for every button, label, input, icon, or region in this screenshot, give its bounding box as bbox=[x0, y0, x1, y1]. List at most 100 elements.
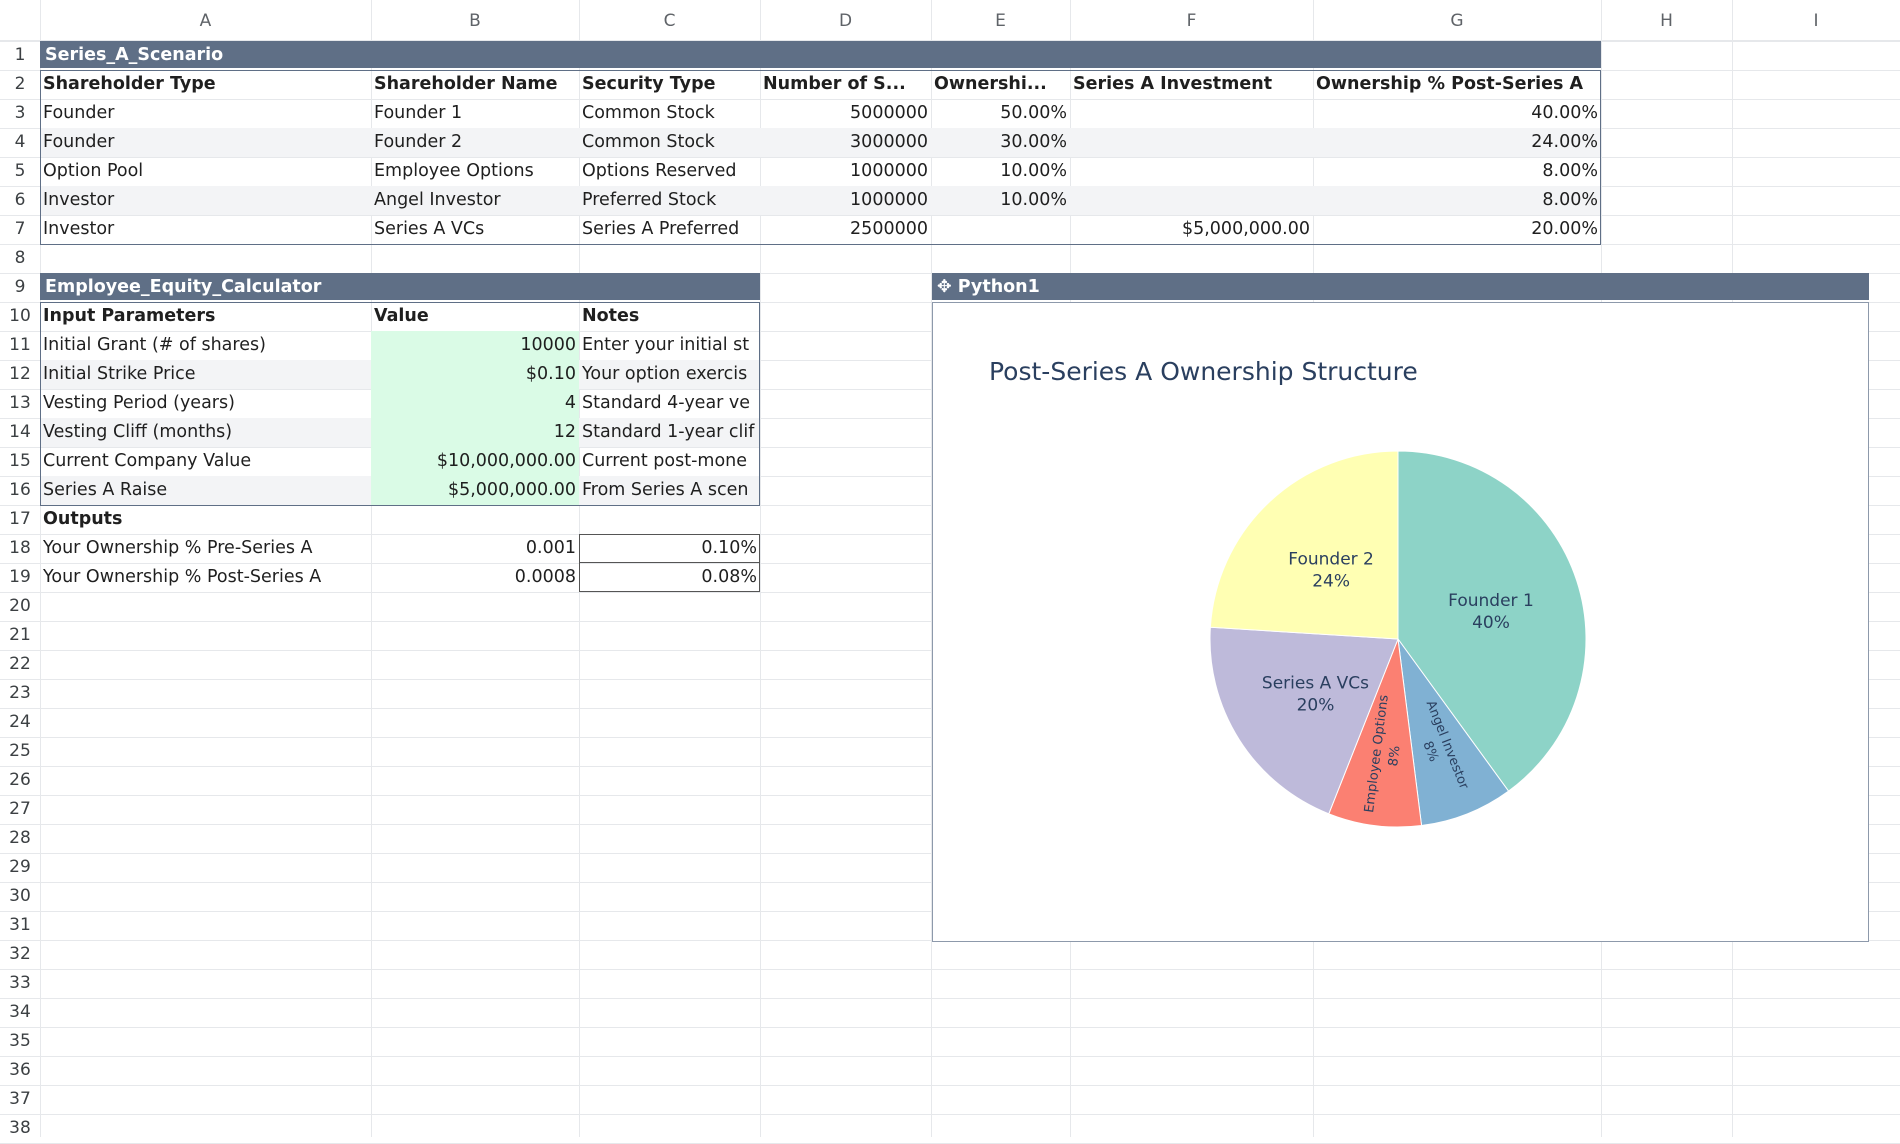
output-cell[interactable]: 0.08% bbox=[701, 567, 757, 587]
row-number-24[interactable]: 24 bbox=[9, 712, 31, 732]
table-cell[interactable]: Vesting Period (years) bbox=[43, 393, 235, 413]
row-number-3[interactable]: 3 bbox=[14, 103, 26, 123]
row-number-17[interactable]: 17 bbox=[9, 509, 31, 529]
row-number-19[interactable]: 19 bbox=[9, 567, 31, 587]
table-cell[interactable]: Enter your initial st bbox=[582, 335, 750, 355]
table-cell[interactable]: Common Stock bbox=[582, 103, 715, 123]
table-cell[interactable]: $5,000,000.00 bbox=[1181, 219, 1310, 239]
row-number-4[interactable]: 4 bbox=[14, 132, 26, 152]
row-number-22[interactable]: 22 bbox=[9, 654, 31, 674]
column-header-c[interactable]: C bbox=[663, 11, 676, 31]
table-cell[interactable]: 30.00% bbox=[1000, 132, 1067, 152]
table-cell[interactable]: 50.00% bbox=[1000, 103, 1067, 123]
table-cell[interactable]: Preferred Stock bbox=[582, 190, 717, 210]
table-cell[interactable] bbox=[1070, 157, 1313, 186]
column-header-f[interactable]: F bbox=[1186, 11, 1197, 31]
table-cell[interactable]: Initial Strike Price bbox=[43, 364, 196, 384]
table-cell[interactable]: Series A Raise bbox=[43, 480, 168, 500]
row-number-35[interactable]: 35 bbox=[9, 1031, 31, 1051]
output-cell[interactable]: 0.0008 bbox=[514, 567, 576, 587]
row-number-23[interactable]: 23 bbox=[9, 683, 31, 703]
table-cell[interactable]: Series A VCs bbox=[374, 219, 485, 239]
row-number-25[interactable]: 25 bbox=[9, 741, 31, 761]
table-cell[interactable]: 8.00% bbox=[1542, 161, 1598, 181]
input-value-cell[interactable]: $0.10 bbox=[525, 364, 576, 384]
table-cell[interactable] bbox=[1070, 186, 1313, 215]
row-number-16[interactable]: 16 bbox=[9, 480, 31, 500]
table-cell[interactable]: From Series A scen bbox=[582, 480, 749, 500]
outputs-label[interactable]: Outputs bbox=[43, 509, 123, 529]
table-cell[interactable]: Founder bbox=[43, 103, 115, 123]
row-number-38[interactable]: 38 bbox=[9, 1118, 31, 1138]
output-cell[interactable]: 0.001 bbox=[525, 538, 576, 558]
row-number-11[interactable]: 11 bbox=[9, 335, 31, 355]
row-number-21[interactable]: 21 bbox=[9, 625, 31, 645]
row-number-20[interactable]: 20 bbox=[9, 596, 31, 616]
row-number-15[interactable]: 15 bbox=[9, 451, 31, 471]
column-header-b[interactable]: B bbox=[469, 11, 481, 31]
header-cell[interactable]: Number of S... bbox=[763, 74, 906, 94]
table-cell[interactable]: Angel Investor bbox=[374, 190, 501, 210]
table-cell[interactable]: 8.00% bbox=[1542, 190, 1598, 210]
header-cell[interactable]: Value bbox=[374, 306, 429, 326]
header-cell[interactable]: Ownershi... bbox=[934, 74, 1047, 94]
input-value-cell[interactable]: $5,000,000.00 bbox=[447, 480, 576, 500]
table-cell[interactable]: 3000000 bbox=[850, 132, 928, 152]
row-number-10[interactable]: 10 bbox=[9, 306, 31, 326]
row-number-28[interactable]: 28 bbox=[9, 828, 31, 848]
row-number-13[interactable]: 13 bbox=[9, 393, 31, 413]
row-number-33[interactable]: 33 bbox=[9, 973, 31, 993]
row-number-30[interactable]: 30 bbox=[9, 886, 31, 906]
table-cell[interactable]: Founder 1 bbox=[374, 103, 463, 123]
table-cell[interactable]: 10.00% bbox=[1000, 161, 1067, 181]
table-cell[interactable]: Current Company Value bbox=[43, 451, 252, 471]
table-cell[interactable]: 24.00% bbox=[1531, 132, 1598, 152]
output-cell[interactable]: 0.10% bbox=[701, 538, 757, 558]
table-cell[interactable]: Investor bbox=[43, 219, 115, 239]
row-number-5[interactable]: 5 bbox=[14, 161, 26, 181]
input-value-cell[interactable]: 4 bbox=[564, 393, 576, 413]
table-title-equity-calculator[interactable]: Employee_Equity_Calculator bbox=[40, 273, 760, 300]
table-cell[interactable]: 20.00% bbox=[1531, 219, 1598, 239]
table-cell[interactable]: 5000000 bbox=[850, 103, 928, 123]
row-number-8[interactable]: 8 bbox=[14, 248, 26, 268]
column-header-g[interactable]: G bbox=[1450, 11, 1464, 31]
column-header-a[interactable]: A bbox=[199, 11, 212, 31]
table-cell[interactable]: Common Stock bbox=[582, 132, 715, 152]
table-cell[interactable]: Current post-mone bbox=[582, 451, 748, 471]
header-cell[interactable]: Security Type bbox=[582, 74, 716, 94]
table-cell[interactable]: Standard 4-year ve bbox=[582, 393, 751, 413]
column-header-i[interactable]: I bbox=[1813, 11, 1819, 31]
table-cell[interactable]: Option Pool bbox=[43, 161, 144, 181]
pie-slice-founder-1[interactable] bbox=[1397, 450, 1587, 792]
row-number-34[interactable]: 34 bbox=[9, 1002, 31, 1022]
row-number-9[interactable]: 9 bbox=[14, 277, 26, 297]
table-cell[interactable]: Vesting Cliff (months) bbox=[43, 422, 233, 442]
row-number-37[interactable]: 37 bbox=[9, 1089, 31, 1109]
row-number-36[interactable]: 36 bbox=[9, 1060, 31, 1080]
pie-slice-series-a-vcs[interactable] bbox=[1209, 626, 1399, 815]
row-number-14[interactable]: 14 bbox=[9, 422, 31, 442]
table-cell[interactable]: Standard 1-year clif bbox=[582, 422, 755, 442]
table-cell[interactable]: 2500000 bbox=[850, 219, 928, 239]
input-value-cell[interactable]: $10,000,000.00 bbox=[436, 451, 576, 471]
input-value-cell[interactable]: 10000 bbox=[520, 335, 576, 355]
pie-slice-founder-2[interactable] bbox=[1209, 450, 1399, 640]
row-number-26[interactable]: 26 bbox=[9, 770, 31, 790]
header-cell[interactable]: Shareholder Type bbox=[43, 74, 216, 94]
row-number-12[interactable]: 12 bbox=[9, 364, 31, 384]
table-cell[interactable] bbox=[1070, 128, 1313, 157]
pie-slice-employee-options[interactable] bbox=[1328, 638, 1423, 828]
table-cell[interactable] bbox=[1070, 99, 1313, 128]
table-cell[interactable]: Employee Options bbox=[374, 161, 534, 181]
table-cell[interactable]: 40.00% bbox=[1531, 103, 1598, 123]
row-number-18[interactable]: 18 bbox=[9, 538, 31, 558]
row-number-6[interactable]: 6 bbox=[14, 190, 26, 210]
header-cell[interactable]: Input Parameters bbox=[43, 306, 216, 326]
row-number-7[interactable]: 7 bbox=[14, 219, 26, 239]
input-value-cell[interactable]: 12 bbox=[553, 422, 576, 442]
table-cell[interactable]: Series A Preferred bbox=[582, 219, 740, 239]
row-number-32[interactable]: 32 bbox=[9, 944, 31, 964]
row-number-31[interactable]: 31 bbox=[9, 915, 31, 935]
header-cell[interactable]: Series A Investment bbox=[1073, 74, 1273, 94]
